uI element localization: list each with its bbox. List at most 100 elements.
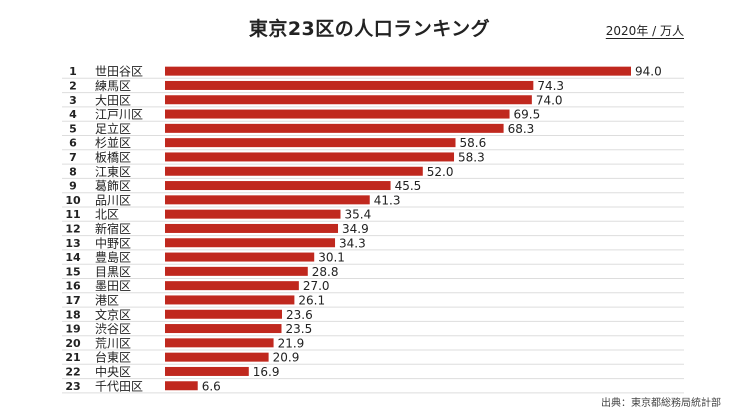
bar-row: 19 渋谷区 23.5 xyxy=(62,322,684,337)
rank-label: 2 xyxy=(69,79,77,92)
value-label: 58.6 xyxy=(460,136,487,150)
bar-row: 12 新宿区 34.9 xyxy=(62,221,684,237)
category-label: 荒川区 xyxy=(95,336,131,350)
source-note: 出典：東京都総務局統計部 xyxy=(601,398,721,409)
bar-row: 14 豊島区 30.1 xyxy=(62,250,684,265)
rank-label: 15 xyxy=(65,265,80,278)
rank-label: 9 xyxy=(69,180,77,193)
value-label: 45.5 xyxy=(395,179,422,193)
value-label: 28.8 xyxy=(312,265,339,279)
category-label: 葛飾区 xyxy=(95,179,131,193)
rank-label: 16 xyxy=(65,280,81,293)
category-label: 墨田区 xyxy=(95,279,131,293)
rank-label: 22 xyxy=(65,365,80,378)
rank-label: 11 xyxy=(65,208,80,221)
value-label: 35.4 xyxy=(344,208,371,222)
bar-row: 8 江東区 52.0 xyxy=(62,165,684,179)
category-label: 豊島区 xyxy=(95,250,131,265)
bar xyxy=(165,95,532,105)
rank-label: 23 xyxy=(65,380,80,393)
unit-label: 2020年 / 万人 xyxy=(606,22,684,39)
bar xyxy=(165,166,423,176)
value-label: 74.3 xyxy=(537,79,564,93)
bar-row: 4 江戸川区 69.5 xyxy=(62,108,684,122)
bar-row: 23 千代田区 6.6 xyxy=(62,379,684,394)
value-label: 23.5 xyxy=(286,322,313,336)
rank-label: 6 xyxy=(69,137,77,150)
bar-row: 15 目黒区 28.8 xyxy=(62,265,684,279)
category-label: 杉並区 xyxy=(95,136,131,150)
bar xyxy=(165,252,315,262)
category-label: 新宿区 xyxy=(95,221,131,236)
rank-label: 14 xyxy=(65,251,81,264)
rank-label: 10 xyxy=(65,194,81,207)
bar xyxy=(165,309,282,319)
bar-row: 7 板橋区 58.3 xyxy=(62,150,684,165)
bar-row: 16 墨田区 27.0 xyxy=(62,279,684,294)
bar xyxy=(165,80,534,90)
value-label: 27.0 xyxy=(303,279,330,293)
rank-label: 3 xyxy=(69,94,77,107)
category-label: 大田区 xyxy=(95,93,131,107)
category-label: 北区 xyxy=(95,208,119,222)
value-label: 34.3 xyxy=(339,236,366,250)
value-label: 69.5 xyxy=(514,108,541,122)
bar-row: 10 品川区 41.3 xyxy=(62,193,684,208)
value-label: 23.6 xyxy=(286,308,313,322)
category-label: 台東区 xyxy=(95,350,131,365)
bar xyxy=(165,352,269,362)
bar xyxy=(165,109,510,119)
rank-label: 18 xyxy=(65,308,80,321)
category-label: 文京区 xyxy=(95,307,131,322)
value-label: 41.3 xyxy=(374,193,401,207)
bar-row: 22 中央区 16.9 xyxy=(62,364,684,380)
value-label: 74.0 xyxy=(536,93,563,107)
bar-row: 6 杉並区 58.6 xyxy=(62,136,684,151)
category-label: 目黒区 xyxy=(95,265,131,279)
value-label: 26.1 xyxy=(298,293,325,307)
bar-row: 13 中野区 34.3 xyxy=(62,235,684,251)
bar xyxy=(165,366,249,376)
bar xyxy=(165,381,198,391)
bar-row: 1 世田谷区 94.0 xyxy=(62,65,684,79)
bar xyxy=(165,195,370,205)
bar-row: 9 葛飾区 45.5 xyxy=(62,179,684,194)
bar-row: 20 荒川区 21.9 xyxy=(62,336,684,351)
value-label: 30.1 xyxy=(318,251,345,265)
category-label: 江東区 xyxy=(95,165,131,179)
rank-label: 8 xyxy=(69,165,77,178)
rank-label: 4 xyxy=(69,108,77,121)
bar xyxy=(165,223,339,233)
rank-label: 12 xyxy=(65,222,80,235)
bar-row: 3 大田区 74.0 xyxy=(62,93,684,108)
category-label: 品川区 xyxy=(95,193,131,207)
category-label: 板橋区 xyxy=(95,150,131,164)
bar-row: 17 港区 26.1 xyxy=(62,293,684,308)
category-label: 中央区 xyxy=(95,364,131,379)
category-label: 足立区 xyxy=(95,121,131,136)
rank-label: 13 xyxy=(65,237,80,250)
unit-text: 2020年 / 万人 xyxy=(605,24,684,38)
rank-label: 19 xyxy=(65,323,80,336)
bar xyxy=(165,181,391,191)
bar xyxy=(165,338,274,348)
bar xyxy=(165,152,455,162)
value-label: 16.9 xyxy=(253,365,280,379)
rank-label: 1 xyxy=(69,65,77,78)
chart-title: 東京23区の人口ランキング xyxy=(248,18,491,40)
bar xyxy=(165,209,341,219)
bar xyxy=(165,138,456,148)
value-label: 21.9 xyxy=(278,336,305,350)
value-label: 68.3 xyxy=(508,122,535,136)
bar-row: 21 台東区 20.9 xyxy=(62,350,684,365)
value-label: 6.6 xyxy=(202,379,221,393)
bar xyxy=(165,295,295,305)
category-label: 千代田区 xyxy=(95,379,143,393)
bar xyxy=(165,266,308,276)
rank-label: 20 xyxy=(65,337,81,350)
value-label: 20.9 xyxy=(273,351,300,365)
bar xyxy=(165,238,336,248)
bar xyxy=(165,123,504,133)
value-label: 52.0 xyxy=(427,165,454,179)
